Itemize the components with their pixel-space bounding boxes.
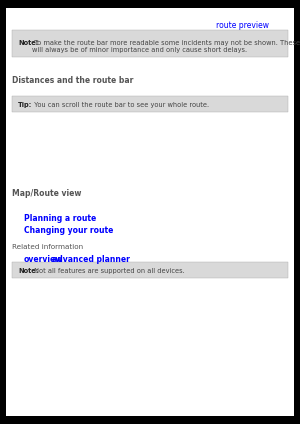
- Text: To make the route bar more readable some incidents may not be shown. These incid: To make the route bar more readable some…: [32, 40, 300, 53]
- Text: Not all features are supported on all devices.: Not all features are supported on all de…: [32, 268, 185, 273]
- Text: advanced planner: advanced planner: [52, 255, 130, 264]
- Text: overview: overview: [24, 255, 63, 264]
- Text: You can scroll the route bar to see your whole route.: You can scroll the route bar to see your…: [32, 102, 209, 108]
- Text: Planning a route: Planning a route: [24, 214, 96, 223]
- Text: Tip:: Tip:: [18, 102, 32, 108]
- Text: Distances and the route bar: Distances and the route bar: [12, 76, 134, 85]
- Text: Changing your route: Changing your route: [24, 226, 113, 234]
- Text: Related information: Related information: [12, 244, 83, 250]
- Text: Note:: Note:: [18, 40, 38, 46]
- Text: Map/Route view: Map/Route view: [12, 189, 81, 198]
- Text: Note:: Note:: [18, 268, 38, 273]
- Text: route preview: route preview: [216, 20, 269, 30]
